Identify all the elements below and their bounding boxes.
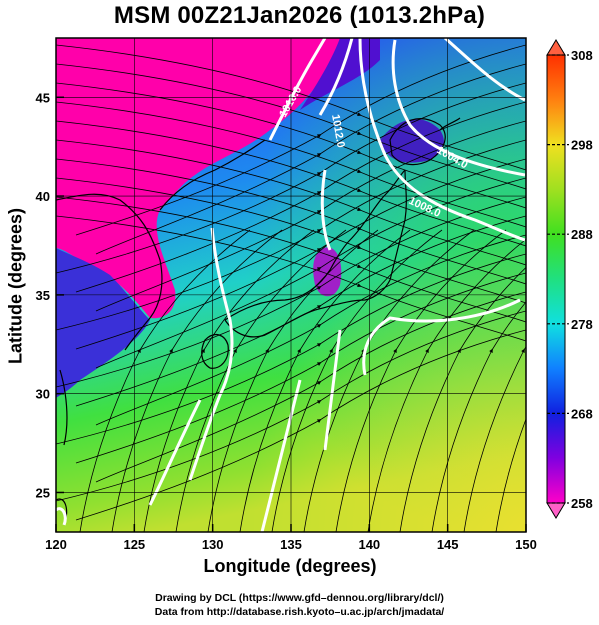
x-tick-label: 150 — [515, 537, 537, 552]
x-tick-label: 145 — [437, 537, 459, 552]
streamline — [367, 238, 526, 532]
isobar-1020-sw — [56, 507, 67, 526]
isobar-1004 — [391, 39, 526, 177]
x-tick-label: 125 — [123, 537, 145, 552]
x-tick-label: 140 — [358, 537, 380, 552]
streamline — [399, 266, 526, 532]
streamline — [463, 346, 526, 532]
streamline — [56, 139, 526, 266]
streamline — [56, 101, 526, 228]
y-tick-label: 35 — [36, 288, 50, 303]
colorbar-tick-label: 288 — [571, 227, 593, 242]
streamline — [56, 177, 526, 304]
streamline — [75, 215, 526, 407]
streamline — [56, 44, 526, 171]
credit-drawing: Drawing by DCL (https://www.gfd–dennou.o… — [155, 592, 444, 604]
streamline — [271, 229, 443, 532]
streamline — [75, 44, 526, 236]
colorbar-tick-label: 268 — [571, 406, 593, 421]
streamline — [75, 101, 526, 293]
streamline — [95, 234, 526, 426]
isobar-label-1012: 1012.0 — [329, 113, 347, 148]
map-plot-area: 1016.0 1012.0 1004.0 1008.0 — [56, 38, 526, 532]
streamline — [56, 120, 526, 247]
colorbar-tick-label: 298 — [571, 138, 593, 153]
graticule — [56, 38, 526, 532]
y-tick-label: 30 — [36, 387, 50, 402]
colorbar: 258 268 278 288 298 308 — [546, 39, 593, 519]
isobar-1016-east — [362, 298, 521, 376]
streamline — [75, 272, 526, 464]
cold-air-mass — [56, 38, 340, 319]
colorbar-max-arrow — [546, 39, 566, 56]
streamline — [495, 417, 526, 532]
streamline — [335, 229, 507, 532]
isobar-1012-center — [320, 169, 332, 251]
x-tick-label: 120 — [45, 537, 67, 552]
colorbar-tick-label: 258 — [571, 496, 593, 511]
isobar-1012-east — [444, 38, 526, 102]
colorbar-tick-label: 278 — [571, 317, 593, 332]
streamline — [207, 229, 379, 532]
isobar-1016-south — [323, 329, 342, 451]
streamline — [95, 177, 526, 369]
streamline — [175, 229, 347, 532]
credit-data: Data from http://database.rish.kyoto–u.a… — [154, 606, 445, 618]
streamline — [75, 158, 526, 350]
streamline — [95, 63, 526, 255]
isobar-1008 — [358, 38, 526, 242]
map-title: MSM 00Z21Jan2026 (1013.2hPa) — [113, 2, 486, 29]
isobar-1016-west — [148, 399, 202, 506]
axis-ticks: 120 125 130 135 140 145 150 25 30 35 40 45 — [36, 90, 537, 552]
streamline — [111, 229, 283, 532]
isobar-1012-north — [318, 38, 354, 116]
streamline — [239, 229, 411, 532]
streamline — [95, 120, 526, 312]
y-axis-label: Latitude (degrees) — [5, 207, 26, 365]
streamline — [75, 329, 526, 521]
y-tick-label: 40 — [36, 189, 50, 204]
streamline — [56, 82, 526, 209]
streamline — [56, 63, 526, 190]
x-tick-label: 135 — [280, 537, 302, 552]
colorbar-tick-label: 308 — [571, 48, 593, 63]
streamline — [431, 301, 526, 532]
isobars — [56, 38, 526, 532]
isobar-1012-west — [188, 227, 234, 481]
streamline — [143, 229, 315, 532]
streamline — [95, 291, 526, 483]
streamline — [56, 215, 526, 342]
y-tick-label: 25 — [36, 485, 50, 500]
colorbar-scale — [546, 54, 566, 504]
streamline — [56, 158, 526, 285]
x-axis-label: Longitude (degrees) — [203, 556, 377, 576]
colorbar-min-arrow — [546, 502, 566, 519]
y-tick-label: 45 — [36, 90, 50, 105]
isobar-1016-north — [268, 38, 327, 141]
x-tick-label: 130 — [202, 537, 224, 552]
isobar-1020 — [260, 379, 302, 532]
cold-pocket-honshu — [313, 247, 342, 297]
streamline — [79, 229, 251, 532]
streamline — [56, 196, 526, 323]
cold-air-mass-south — [56, 248, 150, 398]
